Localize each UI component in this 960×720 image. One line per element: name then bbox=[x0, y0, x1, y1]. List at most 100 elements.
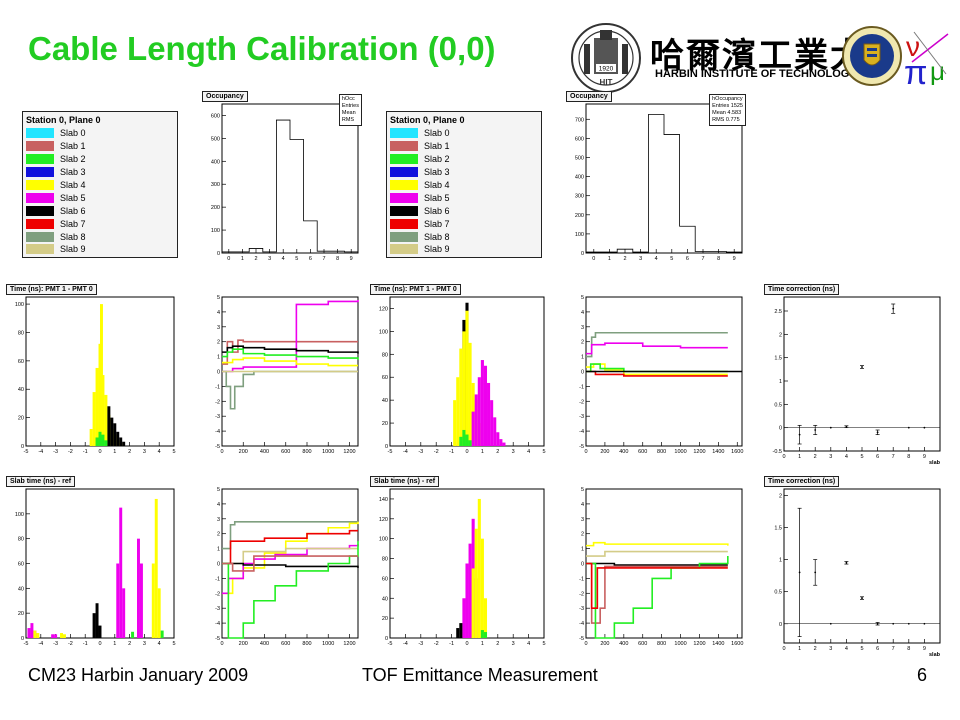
stats-box: hOccupancy Entries 1525 Mean 4.583 RMS 0.77… bbox=[709, 94, 746, 126]
legend-item: Slab 9 bbox=[387, 243, 541, 256]
plot-frame bbox=[783, 488, 941, 644]
histogram-bar bbox=[36, 633, 40, 638]
histogram-bar bbox=[456, 628, 460, 638]
x-tick-label: 1 bbox=[481, 449, 484, 455]
legend-swatch bbox=[390, 180, 418, 190]
histogram-bar bbox=[290, 140, 304, 253]
x-tick-label: 9 bbox=[923, 454, 926, 460]
chart-svg: 0 20 40 60 80 100 120 140 -5 -4 -3 -2 -1 0 1 2 3 4 5 bbox=[379, 488, 546, 647]
x-tick-label: 5 bbox=[860, 646, 863, 652]
legend-swatch bbox=[26, 192, 54, 203]
x-tick-label: 1200 bbox=[693, 449, 705, 455]
x-tick-label: -4 bbox=[38, 641, 43, 647]
chart-title: Time (ns): PMT 1 - PMT 0 bbox=[6, 284, 97, 295]
y-tick-label: 600 bbox=[211, 113, 220, 119]
histogram-bar bbox=[51, 634, 55, 638]
y-tick-label: 3 bbox=[581, 517, 584, 523]
y-tick-label: 20 bbox=[382, 616, 388, 622]
legend-item: Slab 7 bbox=[23, 217, 177, 230]
x-tick-label: 2 bbox=[128, 449, 131, 455]
y-tick-label: -5 bbox=[215, 636, 220, 642]
x-tick-label: 6 bbox=[876, 646, 879, 652]
y-tick-label: 5 bbox=[217, 295, 220, 301]
legend-item: Slab 1 bbox=[23, 140, 177, 153]
histogram-bar bbox=[502, 442, 506, 446]
x-tick-label: 7 bbox=[892, 646, 895, 652]
y-tick-label: 700 bbox=[575, 117, 584, 123]
y-tick-label: -3 bbox=[579, 414, 584, 420]
svg-text:μ: μ bbox=[930, 56, 945, 86]
legend-label: Slab 0 bbox=[424, 128, 450, 139]
y-tick-label: 100 bbox=[15, 512, 24, 518]
x-tick-label: 1400 bbox=[712, 449, 724, 455]
y-tick-label: -5 bbox=[579, 444, 584, 450]
histogram-bar bbox=[236, 252, 250, 253]
y-tick-label: -2 bbox=[579, 399, 584, 405]
y-tick-label: 0 bbox=[21, 444, 24, 450]
y-tick-label: 100 bbox=[15, 302, 24, 308]
data-point bbox=[814, 571, 817, 574]
histogram-bar bbox=[157, 588, 161, 638]
y-tick-label: 1 bbox=[217, 547, 220, 553]
series-line bbox=[222, 357, 358, 367]
y-tick-label: 1 bbox=[581, 355, 584, 361]
legend-label: Slab 4 bbox=[424, 180, 450, 190]
x-tick-label: -4 bbox=[403, 641, 408, 647]
legend-label: Slab 7 bbox=[424, 218, 450, 229]
stats-line: Entries 1525 bbox=[712, 103, 743, 109]
series-line bbox=[586, 550, 728, 557]
legend-label: Slab 2 bbox=[60, 154, 86, 165]
plot-frame bbox=[783, 296, 941, 452]
x-tick-label: 3 bbox=[143, 449, 146, 455]
y-tick-label: 4 bbox=[581, 502, 584, 508]
histogram-bar bbox=[119, 437, 123, 446]
histogram-bar bbox=[483, 632, 488, 638]
time-correction-chart-bottom: 0 0.5 1 1.5 2 0 1 2 3 4 5 6 7 8 9 slab Time correction (… bbox=[764, 476, 944, 657]
x-tick-label: 2 bbox=[496, 641, 499, 647]
data-point bbox=[861, 366, 863, 368]
y-tick-label: 2 bbox=[217, 340, 220, 346]
convergence-chart-left-bottom: -5 -4 -3 -2 -1 0 1 2 3 4 5 0 200 400 600 800 1000 1200 bbox=[202, 477, 362, 652]
histogram-bar bbox=[113, 423, 117, 446]
x-tick-label: 3 bbox=[512, 449, 515, 455]
chart-svg: 0 20 40 60 80 100 -5 -4 -3 -2 -1 0 1 2 3 4 5 bbox=[15, 488, 176, 647]
histogram-bar bbox=[33, 630, 37, 638]
y-tick-label: 0 bbox=[21, 636, 24, 642]
x-tick-label: -5 bbox=[24, 449, 29, 455]
x-tick-label: 3 bbox=[512, 641, 515, 647]
slab-time-chart-right: 0 20 40 60 80 100 120 140 -5 -4 -3 -2 -1 0 1 2 3 4 5 Slab t… bbox=[370, 476, 548, 652]
histogram-bar bbox=[160, 630, 164, 638]
histogram-bar bbox=[493, 417, 497, 446]
chart-title: Slab time (ns) - ref bbox=[6, 476, 76, 487]
x-tick-label: 1600 bbox=[731, 449, 743, 455]
x-tick-label: 2 bbox=[814, 646, 817, 652]
series-line bbox=[222, 345, 359, 354]
data-point bbox=[861, 597, 863, 599]
data-point bbox=[876, 622, 879, 625]
histogram-bar bbox=[711, 251, 727, 253]
x-tick-label: 9 bbox=[350, 256, 353, 262]
histogram-bar bbox=[137, 538, 140, 638]
x-tick-label: 5 bbox=[542, 449, 545, 455]
x-tick-label: 600 bbox=[281, 449, 290, 455]
x-tick-label: 400 bbox=[619, 449, 628, 455]
page-number: 6 bbox=[917, 665, 928, 685]
y-tick-label: 100 bbox=[575, 232, 584, 238]
pmt-time-diff-chart-left: 0 20 40 60 80 100 -5 -4 -3 -2 -1 0 1 2 3 4 5 Time (ns): P… bbox=[6, 284, 178, 460]
x-tick-label: 0 bbox=[465, 449, 468, 455]
x-tick-label: 3 bbox=[143, 641, 146, 647]
y-tick-label: 0 bbox=[385, 636, 388, 642]
histogram-bar bbox=[456, 377, 460, 446]
stats-line: hOccupancy bbox=[712, 96, 743, 102]
legend-label: Slab 2 bbox=[424, 154, 450, 165]
legend-swatch bbox=[390, 128, 418, 139]
occupancy-chart-right: 0 100 200 300 400 500 600 700 0 1 2 3 4 5 6 7 8 9 Occupanc… bbox=[566, 91, 746, 267]
legend-item: Slab 3 bbox=[23, 166, 177, 179]
histogram-bar bbox=[119, 507, 123, 638]
y-tick-label: 2 bbox=[779, 332, 782, 338]
x-tick-label: 5 bbox=[860, 454, 863, 460]
x-tick-label: 1400 bbox=[712, 641, 724, 647]
x-tick-label: 6 bbox=[876, 454, 879, 460]
institute-name-english: HARBIN INSTITUTE OF TECHNOLOGY bbox=[655, 68, 857, 80]
